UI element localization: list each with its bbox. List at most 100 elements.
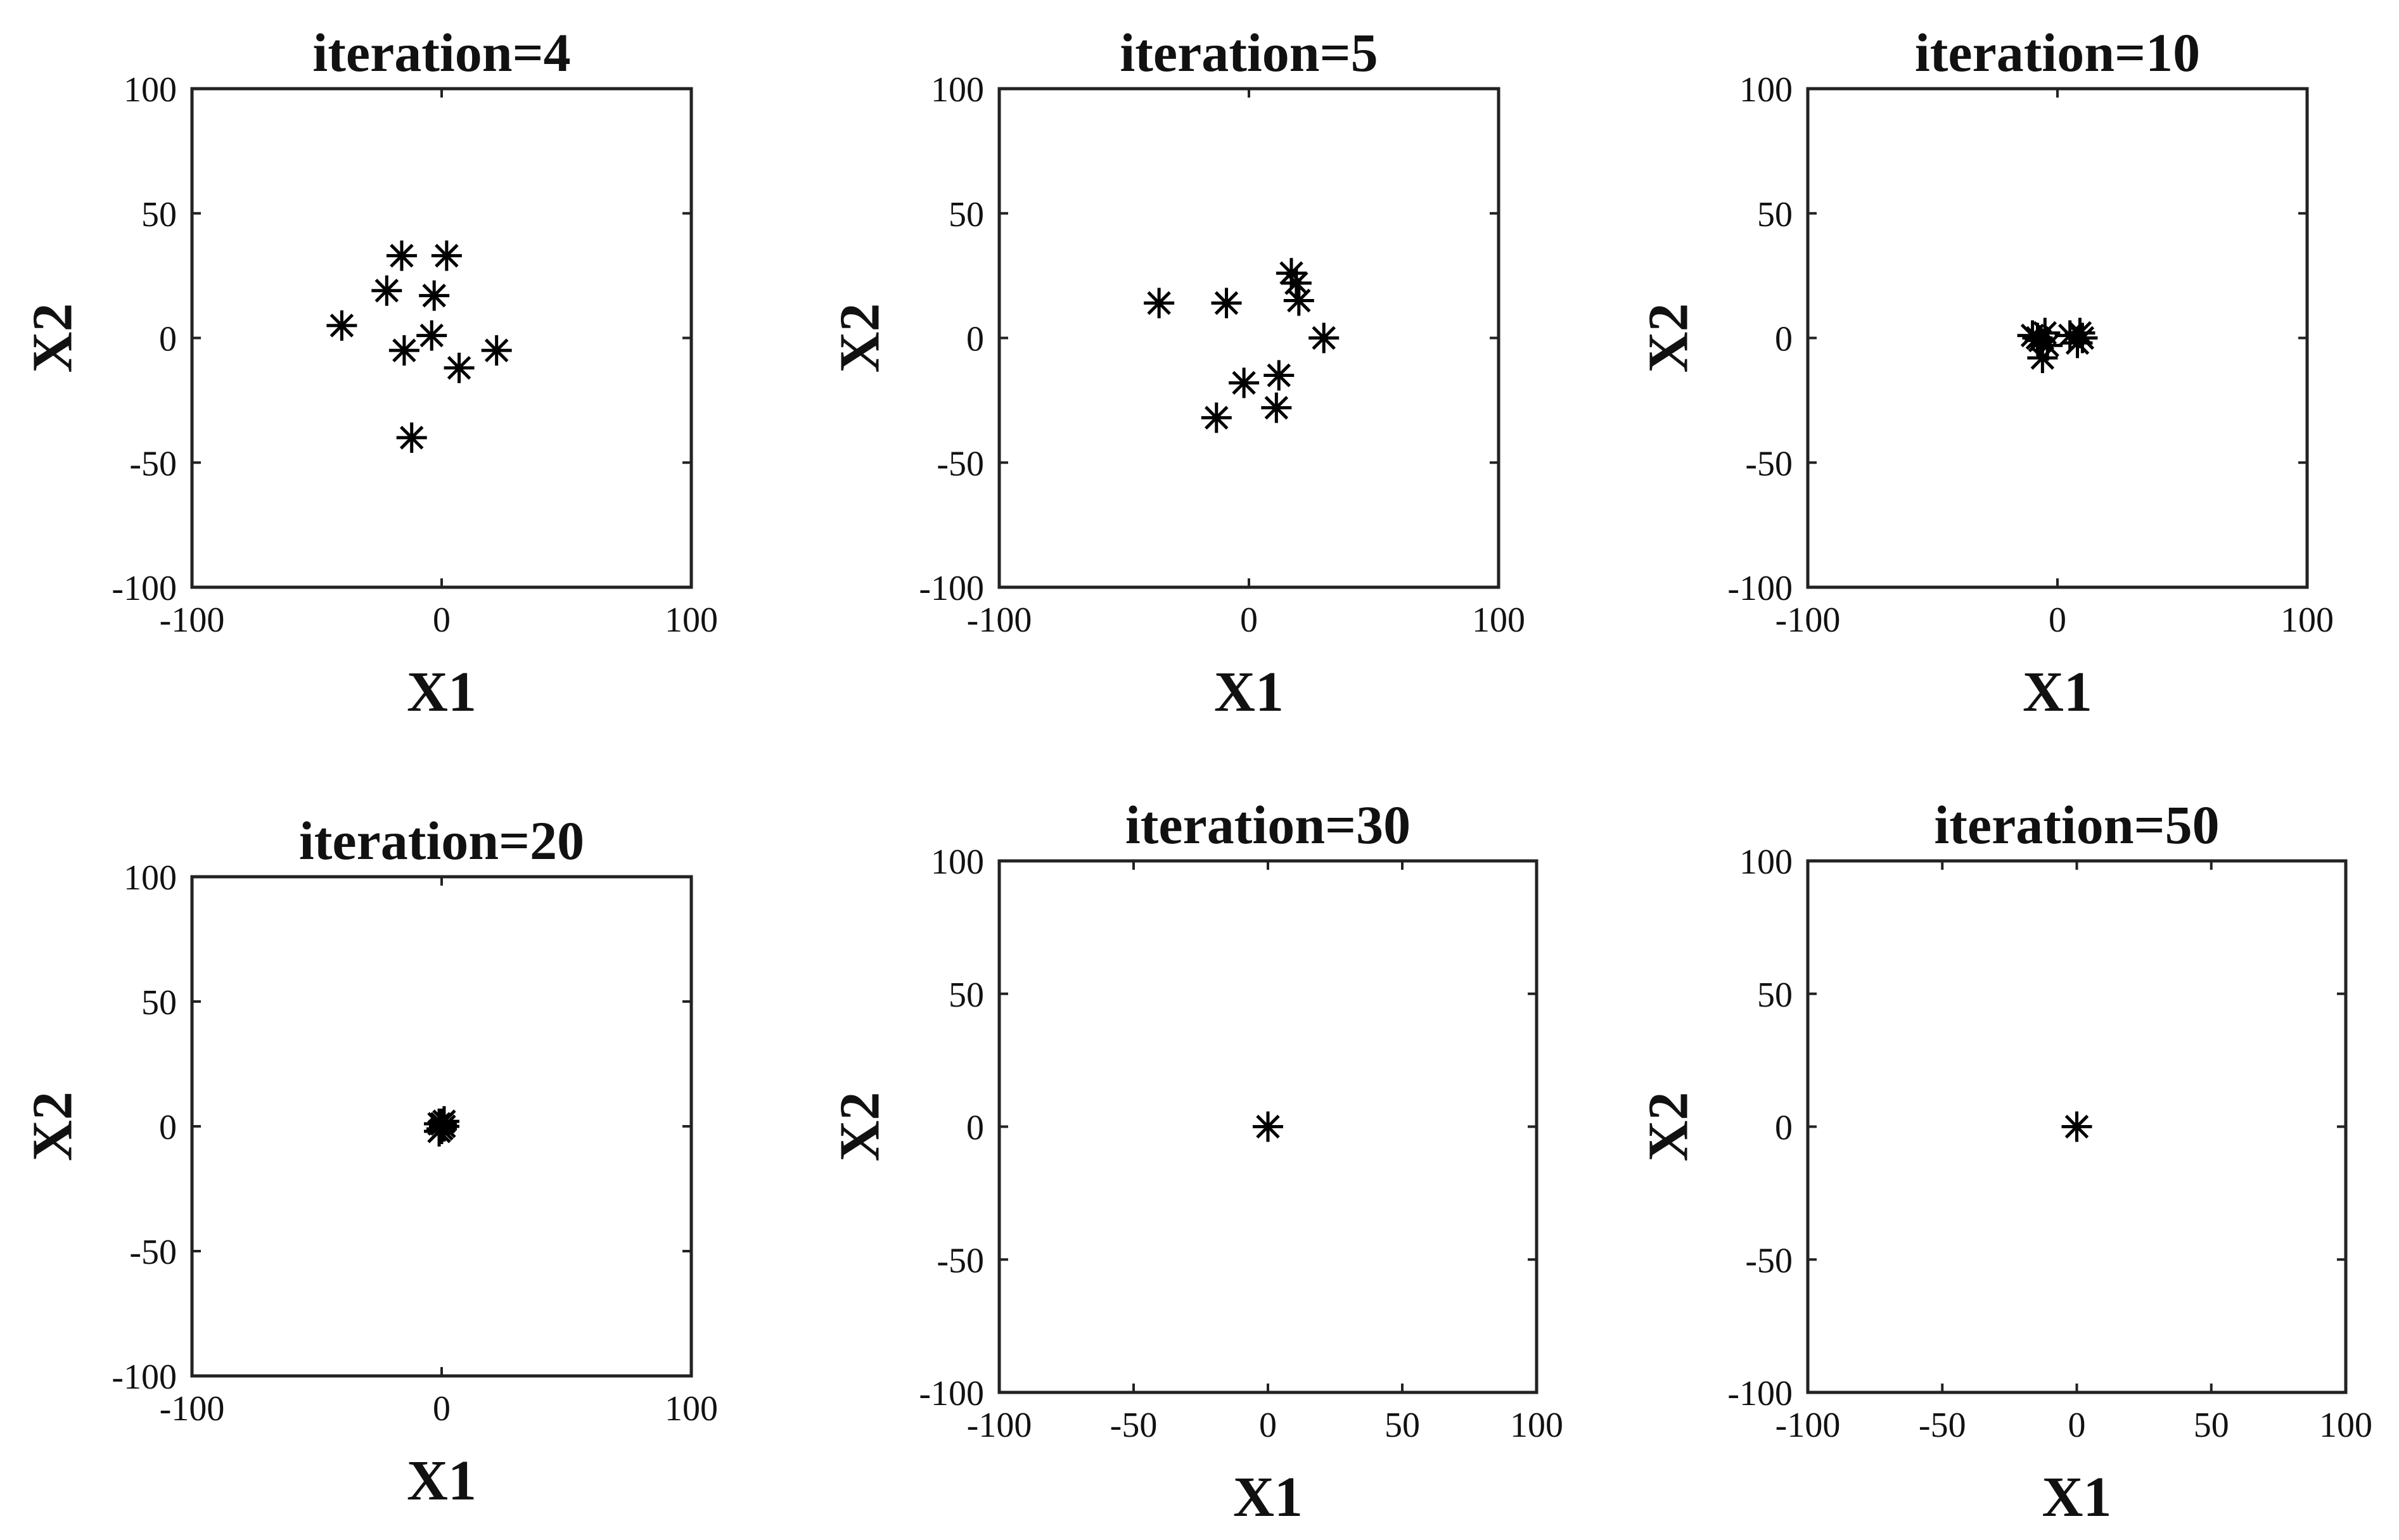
y-tick-label: -50 <box>937 444 984 483</box>
data-point-marker <box>1308 322 1340 353</box>
data-point-marker <box>1261 392 1292 423</box>
y-tick-label: -100 <box>919 1374 984 1413</box>
y-axis-label: X2 <box>22 303 84 373</box>
data-point-marker <box>444 352 475 383</box>
data-point-marker <box>1283 285 1314 316</box>
y-tick-label: -100 <box>112 569 177 608</box>
y-tick-label: 50 <box>141 195 177 234</box>
plot-frame <box>997 87 1500 589</box>
y-tick-label: -50 <box>129 1233 177 1272</box>
data-point-marker <box>2032 330 2063 361</box>
y-axis-label: X2 <box>829 303 892 373</box>
y-tick-label: 0 <box>966 320 984 359</box>
y-tick-label: 50 <box>141 983 177 1022</box>
data-point-marker <box>481 335 512 366</box>
subplot-1: iteration=4 -100 0 100 100 50 0 -50 -100 X1 X2 <box>22 22 719 723</box>
y-tick-label: 100 <box>931 70 984 110</box>
x-tick-label: 100 <box>2319 1406 2372 1445</box>
data-point-marker <box>419 280 450 311</box>
y-tick-label: 50 <box>949 195 984 234</box>
x-tick-label: 0 <box>1240 601 1258 640</box>
x-tick-label: 0 <box>1259 1406 1277 1445</box>
x-tick-label: 100 <box>665 1389 718 1429</box>
chart-title: iteration=30 <box>1125 794 1411 855</box>
x-tick-label: 100 <box>2281 601 2334 640</box>
y-tick-label: -50 <box>937 1241 984 1280</box>
y-tick-label: 100 <box>1739 843 1793 882</box>
data-point-marker <box>1263 360 1295 391</box>
y-tick-label: -50 <box>1745 444 1793 483</box>
data-point-marker <box>386 240 417 271</box>
y-tick-label: -50 <box>129 444 177 483</box>
y-tick-label: -100 <box>1727 1374 1793 1413</box>
data-point-marker <box>326 310 357 341</box>
plot-frame <box>1806 87 2309 589</box>
x-tick-label: 0 <box>433 601 451 640</box>
y-tick-label: 0 <box>159 320 177 359</box>
y-axis-label: X2 <box>1637 1092 1700 1162</box>
data-point-marker <box>2027 342 2058 373</box>
data-point-marker <box>2067 322 2098 353</box>
x-tick-label: 100 <box>665 601 718 640</box>
x-axis-label: X1 <box>1233 1466 1303 1529</box>
y-tick-label: 50 <box>949 976 984 1015</box>
y-tick-label: 0 <box>1775 1109 1793 1148</box>
chart-title: iteration=50 <box>1934 794 2219 855</box>
x-tick-label: 0 <box>433 1389 451 1429</box>
y-tick-label: 0 <box>159 1108 177 1147</box>
y-tick-label: 100 <box>124 70 177 110</box>
y-axis-label: X2 <box>1637 303 1700 373</box>
subplot-3: iteration=10 -100 0 100 100 50 0 -50 -100 X1 X2 <box>1637 22 2334 723</box>
x-tick-label: -100 <box>160 1389 225 1429</box>
x-tick-label: -100 <box>1775 601 1841 640</box>
x-tick-label: 50 <box>2194 1406 2229 1445</box>
data-point-marker <box>431 240 462 271</box>
subplot-4: iteration=20 -100 0 100 100 50 0 -50 -100 X1 X2 <box>22 810 719 1512</box>
x-tick-label: -100 <box>160 601 225 640</box>
chart-title: iteration=5 <box>1120 22 1378 83</box>
chart-title: iteration=10 <box>1915 22 2200 83</box>
x-axis-label: X1 <box>407 1449 477 1512</box>
y-tick-label: 0 <box>966 1109 984 1148</box>
data-point-marker <box>388 335 419 366</box>
x-axis-label: X1 <box>407 661 477 723</box>
x-tick-label: -100 <box>967 1406 1032 1445</box>
data-point-marker <box>1201 402 1232 433</box>
x-tick-label: -100 <box>1775 1406 1841 1445</box>
y-tick-label: 50 <box>1757 195 1793 234</box>
x-axis-label: X1 <box>2023 661 2092 723</box>
x-tick-label: -100 <box>967 601 1032 640</box>
data-point-marker <box>396 422 427 453</box>
data-point-marker <box>1144 288 1175 319</box>
x-tick-label: 0 <box>2049 601 2066 640</box>
data-point-marker <box>2064 317 2095 348</box>
y-tick-label: -100 <box>112 1358 177 1397</box>
y-tick-label: 100 <box>124 858 177 898</box>
x-tick-label: -50 <box>1110 1406 1158 1445</box>
subplot-5: iteration=30 -100 -50 0 50 100 100 50 0 -50 -100 X1… <box>829 794 1564 1529</box>
data-point-marker <box>1229 367 1260 398</box>
y-axis-label: X2 <box>829 1092 892 1162</box>
x-axis-label: X1 <box>1214 661 1284 723</box>
subplot-2: iteration=5 -100 0 100 100 50 0 -50 -100 X1 X2 <box>829 22 1526 723</box>
x-tick-label: 100 <box>1472 601 1525 640</box>
data-point-marker <box>1253 1111 1283 1142</box>
data-point-marker <box>371 275 402 306</box>
y-tick-label: 0 <box>1775 320 1793 359</box>
y-tick-label: 100 <box>1739 70 1793 110</box>
x-tick-label: 0 <box>2068 1406 2086 1445</box>
data-point-marker <box>2061 1111 2092 1142</box>
plot-frame <box>190 87 693 589</box>
y-tick-label: -50 <box>1745 1241 1793 1280</box>
subplot-6: iteration=50 -100 -50 0 50 100 100 50 0 -50 -100 X1… <box>1637 794 2373 1529</box>
y-tick-label: -100 <box>919 569 984 608</box>
y-tick-label: 50 <box>1757 976 1793 1015</box>
chart-title: iteration=20 <box>299 810 584 871</box>
y-axis-label: X2 <box>22 1091 84 1161</box>
x-tick-label: 50 <box>1385 1406 1420 1445</box>
data-point-marker <box>1211 288 1242 319</box>
x-tick-label: -50 <box>1919 1406 1966 1445</box>
y-tick-label: -100 <box>1727 569 1793 608</box>
